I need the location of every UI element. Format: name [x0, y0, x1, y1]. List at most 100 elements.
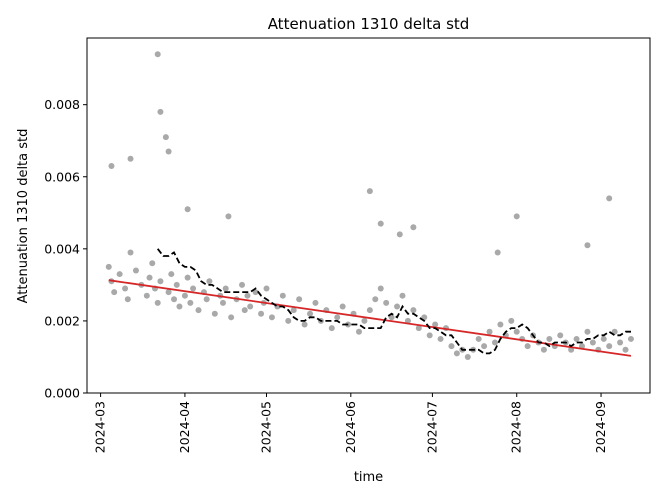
scatter-point	[617, 339, 624, 346]
scatter-point	[404, 317, 411, 324]
y-tick-label: 0.004	[44, 241, 80, 256]
scatter-point	[162, 134, 169, 141]
scatter-point	[513, 213, 520, 220]
scatter-point	[606, 195, 613, 202]
scatter-point	[165, 289, 172, 296]
scatter-point	[513, 328, 520, 335]
scatter-point	[546, 335, 553, 342]
scatter-point	[410, 224, 417, 231]
scatter-point	[497, 321, 504, 328]
scatter-point	[206, 278, 213, 285]
scatter-point	[328, 325, 335, 332]
scatter-point	[355, 328, 362, 335]
scatter-point	[181, 292, 188, 299]
scatter-point	[426, 332, 433, 339]
scatter-point	[116, 271, 123, 278]
scatter-point	[312, 299, 319, 306]
scatter-point	[388, 314, 395, 321]
scatter-point	[334, 314, 341, 321]
x-tick-label: 2024-05	[259, 401, 274, 453]
scatter-point	[415, 325, 422, 332]
scatter-point	[285, 317, 292, 324]
scatter-point	[127, 155, 134, 162]
scatter-point	[219, 299, 226, 306]
scatter-point	[307, 310, 314, 317]
scatter-point	[157, 108, 164, 115]
scatter-point	[448, 343, 455, 350]
scatter-point	[475, 335, 482, 342]
scatter-point	[184, 206, 191, 213]
scatter-point	[453, 350, 460, 357]
y-tick-label: 0.002	[44, 313, 80, 328]
scatter-point	[268, 314, 275, 321]
scatter-point	[464, 353, 471, 360]
scatter-point	[225, 213, 232, 220]
scatter-point	[105, 263, 112, 270]
scatter-point	[301, 321, 308, 328]
scatter-point	[290, 307, 297, 314]
scatter-point	[606, 343, 613, 350]
scatter-point	[396, 231, 403, 238]
scatter-point	[111, 289, 118, 296]
scatter-point	[540, 346, 547, 353]
scatter-point	[252, 289, 259, 296]
scatter-point	[247, 303, 254, 310]
scatter-point	[383, 299, 390, 306]
points-layer	[105, 51, 634, 360]
trend-line	[108, 279, 632, 357]
scatter-point	[127, 249, 134, 256]
axes-layer: 2024-03 2024-04 2024-05 2024-06 2024-07 2024-…	[44, 97, 608, 453]
scatter-point	[132, 267, 139, 274]
lines-layer	[108, 248, 632, 357]
x-tick-label: 2024-03	[93, 401, 108, 453]
x-tick-label: 2024-04	[177, 401, 192, 453]
scatter-point	[176, 303, 183, 310]
scatter-point	[165, 148, 172, 155]
scatter-point	[258, 310, 265, 317]
scatter-point	[524, 343, 531, 350]
scatter-point	[279, 292, 286, 299]
scatter-point	[157, 278, 164, 285]
y-axis-label: Attenuation 1310 delta std	[16, 129, 31, 304]
y-tick-label: 0.006	[44, 169, 80, 184]
scatter-point	[171, 296, 178, 303]
scatter-point	[399, 292, 406, 299]
scatter-point	[372, 296, 379, 303]
scatter-point	[600, 335, 607, 342]
scatter-point	[589, 339, 596, 346]
y-tick-label: 0.008	[44, 97, 80, 112]
scatter-point	[410, 307, 417, 314]
scatter-point	[168, 271, 175, 278]
scatter-point	[146, 274, 153, 281]
scatter-point	[149, 260, 156, 267]
scatter-point	[508, 317, 515, 324]
x-tick-label: 2024-09	[593, 401, 608, 453]
scatter-point	[296, 296, 303, 303]
scatter-point	[173, 281, 180, 288]
scatter-point	[187, 299, 194, 306]
scatter-point	[494, 249, 501, 256]
scatter-point	[491, 339, 498, 346]
scatter-point	[154, 51, 161, 58]
scatter-point	[195, 307, 202, 314]
scatter-point	[622, 346, 629, 353]
plot-frame	[86, 37, 651, 394]
scatter-point	[203, 296, 210, 303]
scatter-point	[579, 343, 586, 350]
rolling-mean-line	[156, 248, 631, 355]
scatter-point	[241, 307, 248, 314]
scatter-point	[627, 335, 634, 342]
scatter-point	[190, 285, 197, 292]
x-tick-label: 2024-06	[343, 401, 358, 453]
scatter-point	[557, 332, 564, 339]
scatter-point	[263, 285, 270, 292]
scatter-point	[211, 310, 218, 317]
scatter-point	[239, 281, 246, 288]
x-axis-label: time	[354, 470, 383, 485]
scatter-point	[437, 335, 444, 342]
scatter-point	[377, 285, 384, 292]
scatter-point	[486, 328, 493, 335]
scatter-point	[222, 285, 229, 292]
scatter-point	[584, 242, 591, 249]
